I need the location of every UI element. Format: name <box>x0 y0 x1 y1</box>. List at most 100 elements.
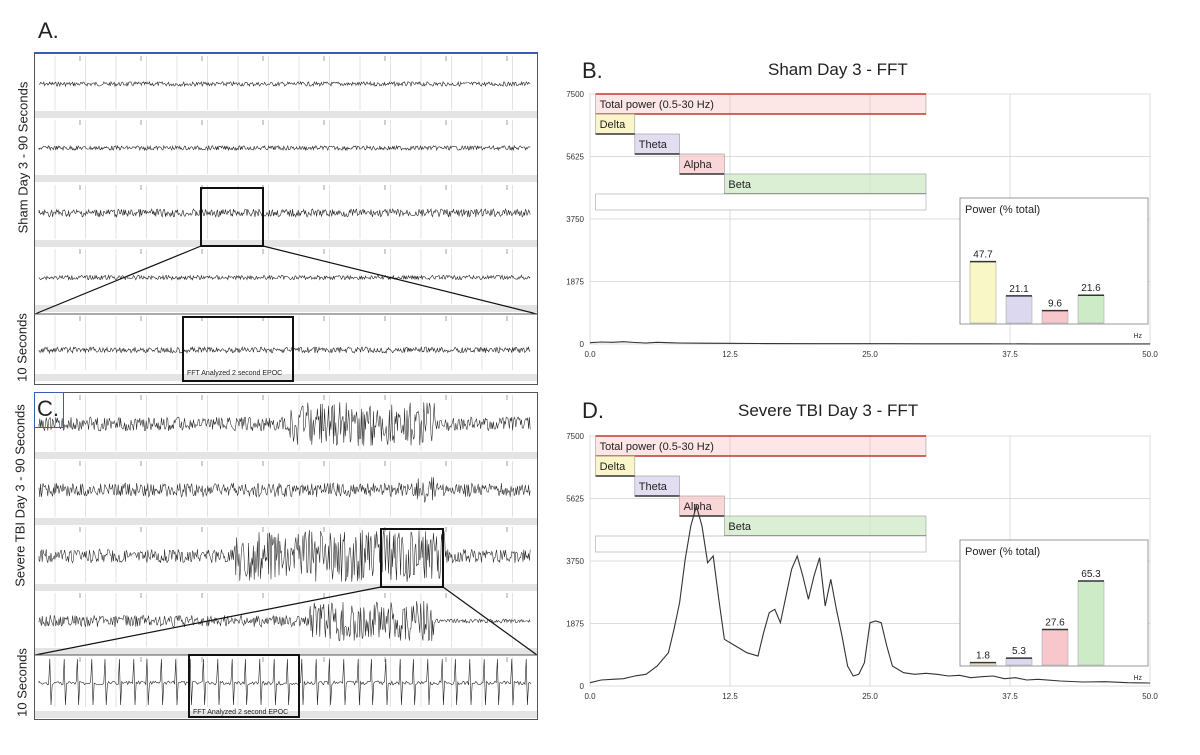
panel-c-row-bar <box>35 518 537 525</box>
tbi-inset-bar-label: 1.8 <box>976 651 990 662</box>
panel-a-zoom-bar <box>35 374 537 381</box>
panel-a-row-bar <box>35 240 537 247</box>
sham-band-label: Beta <box>728 179 752 191</box>
panel-c-10s-label: 10 Seconds <box>14 648 30 717</box>
tbi-band-label: Total power (0.5-30 Hz) <box>600 441 714 453</box>
tbi-x-tick-label: 50.0 <box>1142 692 1158 701</box>
sham-inset-bar-delta <box>969 261 997 324</box>
panel-c-eeg-trace-4 <box>38 600 531 642</box>
panel-a-epoc-box <box>182 316 294 382</box>
sham-band-beta <box>724 173 927 195</box>
tbi-x-tick-label: 12.5 <box>722 692 738 701</box>
sham-inset-title: Power (% total) <box>965 204 1040 216</box>
panel-d-fft-chart: 0 1875 3750 5625 7500 0.0 12.5 25.0 37.5 50.0 Tota… <box>566 432 1158 701</box>
sham-y-tick-label: 0 <box>580 340 585 349</box>
tbi-inset-title: Power (% total) <box>965 546 1040 558</box>
sham-x-tick-label: 12.5 <box>722 350 738 359</box>
panel-c-eeg-trace-1 <box>38 402 531 446</box>
tbi-inset-bar-alpha <box>1041 629 1069 666</box>
tbi-band-label: Beta <box>728 521 752 533</box>
sham-x-tick-label: 37.5 <box>1002 350 1018 359</box>
tbi-x-tick-label: 25.0 <box>862 692 878 701</box>
tbi-y-tick-label: 5625 <box>566 495 584 504</box>
sham-band-label: Alpha <box>684 159 713 171</box>
tbi-inset-bar-beta <box>1077 580 1105 666</box>
panel-b-title: Sham Day 3 - FFT <box>768 60 908 79</box>
tbi-y-tick-label: 3750 <box>566 557 584 566</box>
panel-b-fft-chart: 0 1875 3750 5625 7500 0.0 12.5 25.0 37.5 50.0 Tota… <box>566 90 1158 359</box>
sham-band-label: Delta <box>600 119 627 131</box>
panel-d-letter: D. <box>582 398 604 423</box>
sham-y-tick-label: 1875 <box>566 278 584 287</box>
tbi-band-label: Alpha <box>684 501 713 513</box>
panel-c-zoom-trace <box>38 658 532 706</box>
panel-c-row-bar <box>35 648 537 655</box>
panel-c-zoom-box <box>380 528 444 588</box>
sham-inset-bar-label: 21.6 <box>1081 283 1101 294</box>
panel-a-row-bar <box>35 111 537 118</box>
panel-c-eeg-trace-3 <box>38 529 531 582</box>
tbi-inset-bar-label: 5.3 <box>1012 646 1026 657</box>
tbi-x-unit-label: Hz <box>1133 675 1142 682</box>
sham-x-tick-label: 0.0 <box>584 350 596 359</box>
sham-inset-bar-label: 21.1 <box>1009 284 1029 295</box>
panel-c-letter-box <box>34 392 64 428</box>
sham-y-tick-label: 5625 <box>566 153 584 162</box>
tbi-y-tick-label: 0 <box>580 682 585 691</box>
sham-inset-bar-alpha <box>1041 310 1069 324</box>
panel-c-90s-label: Severe TBI Day 3 - 90 Seconds <box>12 404 28 587</box>
sham-fft-line <box>589 341 1150 345</box>
panel-a-eeg-trace-4 <box>38 274 531 281</box>
panel-a-letter: A. <box>38 18 59 43</box>
panel-a-eeg-trace-1 <box>38 80 531 88</box>
tbi-inset-bar-theta <box>1005 657 1033 666</box>
tbi-band-beta <box>724 515 927 537</box>
panel-a-zoom-line-left <box>35 245 202 315</box>
panel-a-zoom-line-right <box>262 245 537 315</box>
sham-x-tick-label: 50.0 <box>1142 350 1158 359</box>
panel-a-eeg-trace-2 <box>38 144 531 152</box>
tbi-band-label: Delta <box>600 461 627 473</box>
panel-a-zoom-box <box>200 187 264 247</box>
tbi-x-tick-label: 37.5 <box>1002 692 1018 701</box>
tbi-y-tick-label: 7500 <box>566 432 584 441</box>
tbi-inset-bar-label: 65.3 <box>1081 569 1101 580</box>
sham-y-tick-label: 3750 <box>566 215 584 224</box>
tbi-y-tick-label: 1875 <box>566 620 584 629</box>
panel-c-letter: C. <box>37 396 59 421</box>
panel-a-eeg-traces <box>35 56 537 382</box>
panel-c-eeg-traces <box>35 395 537 718</box>
panel-c-eeg-trace-2 <box>38 477 531 503</box>
sham-band-empty-box <box>595 193 927 211</box>
tbi-band-label: Theta <box>639 481 668 493</box>
panel-a-epoc-label: FFT Analyzed 2 second EPOC <box>187 370 283 377</box>
panel-c-row-bar <box>35 452 537 459</box>
tbi-inset-bar-label: 27.6 <box>1045 618 1065 629</box>
panel-c-eeg: FFT Analyzed 2 second EPOC <box>34 392 538 720</box>
panel-c-zoom-line-right <box>442 586 537 656</box>
panel-a-eeg: FFT Analyzed 2 second EPOC <box>34 52 538 385</box>
tbi-x-tick-label: 0.0 <box>584 692 596 701</box>
panel-c-zoom-line-left <box>35 586 382 656</box>
panel-a-row-bar <box>35 175 537 182</box>
tbi-fft-line <box>589 503 1151 684</box>
panel-a-90s-label: Sham Day 3 - 90 Seconds <box>15 81 31 234</box>
panel-c-zoom-bar <box>35 711 537 718</box>
panel-a-zoom-trace <box>38 345 531 355</box>
sham-x-unit-label: Hz <box>1133 333 1142 340</box>
sham-inset-bar-theta <box>1005 295 1033 324</box>
panel-d-title: Severe TBI Day 3 - FFT <box>738 401 919 420</box>
panel-a-10s-label: 10 Seconds <box>14 313 30 382</box>
sham-inset-bar-beta <box>1077 294 1105 324</box>
sham-x-tick-label: 25.0 <box>862 350 878 359</box>
sham-y-tick-label: 7500 <box>566 90 584 99</box>
panel-c-epoc-box <box>188 654 300 718</box>
tbi-band-empty-box <box>595 535 927 553</box>
panel-a-eeg-trace-3 <box>38 207 531 218</box>
panel-c-epoc-label: FFT Analyzed 2 second EPOC <box>193 709 289 716</box>
panel-a-row-bar <box>35 305 537 312</box>
sham-band-label: Theta <box>639 139 668 151</box>
sham-inset-bar-label: 9.6 <box>1048 299 1062 310</box>
panel-b-letter: B. <box>582 58 603 83</box>
sham-band-label: Total power (0.5-30 Hz) <box>600 99 714 111</box>
